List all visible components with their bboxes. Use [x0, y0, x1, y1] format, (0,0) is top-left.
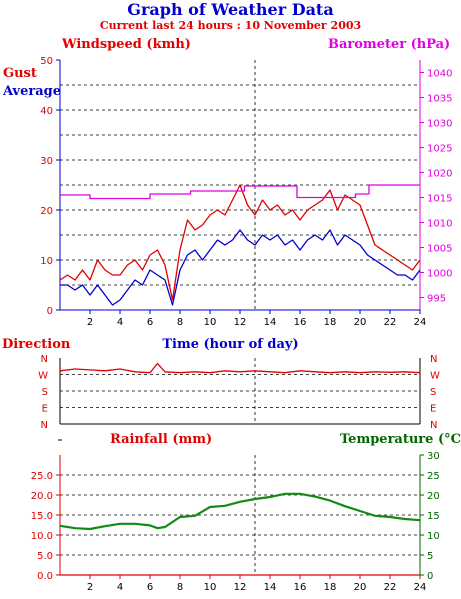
windspeed-label: Windspeed (kmh) — [62, 37, 191, 52]
rain-y-tick-label: 10.0 — [31, 531, 53, 542]
wind-y-tick-label: 0 — [47, 306, 53, 317]
wind-y-tick-label: 20 — [40, 206, 53, 217]
rain-x-tick-label: 6 — [147, 582, 153, 593]
rain-x-tick-label: 24 — [414, 582, 427, 593]
direction-right-label: S — [430, 387, 436, 398]
series-barometer — [60, 184, 420, 200]
wind-y-tick-label: 40 — [40, 106, 53, 117]
temp-y-tick-label: 15 — [427, 511, 440, 522]
rain-x-tick-label: 22 — [384, 582, 397, 593]
direction-right-label: N — [430, 354, 437, 365]
wind-x-tick-label: 24 — [414, 317, 427, 328]
rain-y-tick-label: 5.0 — [37, 551, 53, 562]
direction-left-label: N — [41, 354, 48, 365]
direction-left-label: E — [42, 404, 48, 415]
wind-x-tick-label: 10 — [204, 317, 217, 328]
wind-x-tick-label: 16 — [294, 317, 307, 328]
direction-left-label: S — [42, 387, 48, 398]
direction-label: Direction — [2, 337, 71, 352]
wind-x-tick-label: 22 — [384, 317, 397, 328]
average-legend: Average — [3, 84, 62, 99]
temperature-label: Temperature (°C) — [340, 432, 461, 447]
pressure-y-tick-label: 1010 — [427, 219, 452, 230]
wind-x-tick-label: 2 — [87, 317, 93, 328]
pressure-y-tick-label: 1035 — [427, 94, 452, 105]
pressure-y-tick-label: 1020 — [427, 169, 452, 180]
rain-x-tick-label: 12 — [234, 582, 247, 593]
direction-right-label: N — [430, 420, 437, 431]
pressure-y-tick-label: 1015 — [427, 194, 452, 205]
rain-x-tick-label: 8 — [177, 582, 183, 593]
wind-x-tick-label: 12 — [234, 317, 247, 328]
rain-x-tick-label: 14 — [264, 582, 277, 593]
rain-x-tick-label: 10 — [204, 582, 217, 593]
series-temperature — [59, 492, 421, 531]
temp-y-tick-label: 30 — [427, 451, 440, 462]
direction-left-label: W — [38, 371, 48, 382]
pressure-y-tick-label: 1025 — [427, 144, 452, 155]
pressure-y-tick-label: 1005 — [427, 244, 452, 255]
rainfall-label: Rainfall (mm) — [110, 432, 213, 447]
wind-x-tick-label: 8 — [177, 317, 183, 328]
direction-right-label: E — [430, 404, 436, 415]
rain-y-tick-label: 20.0 — [31, 491, 53, 502]
temp-y-tick-label: 0 — [427, 571, 433, 582]
rain-x-tick-label: 4 — [117, 582, 123, 593]
wind-y-tick-label: 50 — [40, 56, 53, 67]
temp-y-tick-label: 25 — [427, 471, 440, 482]
pressure-y-tick-label: 1000 — [427, 269, 452, 280]
rain-x-tick-label: 2 — [87, 582, 93, 593]
pressure-y-tick-label: 995 — [427, 294, 446, 305]
temperature-label-text: Temperature — [340, 432, 434, 447]
series-direction — [59, 362, 421, 374]
rain-y-tick-label: 0.0 — [37, 571, 53, 582]
series-average — [60, 229, 421, 306]
rain-x-tick-label: 18 — [324, 582, 337, 593]
gust-legend: Gust — [3, 66, 37, 81]
time-axis-label: Time (hour of day) — [162, 337, 299, 352]
series-gust — [59, 184, 421, 301]
rain-y-tick-label: 25.0 — [31, 471, 53, 482]
temp-y-tick-label: 20 — [427, 491, 440, 502]
temp-y-tick-label: 10 — [427, 531, 440, 542]
wind-x-tick-label: 20 — [354, 317, 367, 328]
wind-x-tick-label: 14 — [264, 317, 277, 328]
direction-left-label: N — [41, 420, 48, 431]
wind-y-tick-label: 30 — [40, 156, 53, 167]
temperature-unit: (°C) — [437, 432, 461, 447]
chart-title: Graph of Weather Data — [127, 0, 334, 19]
pressure-y-tick-label: 1040 — [427, 69, 452, 80]
wind-x-tick-label: 4 — [117, 317, 123, 328]
direction-right-label: W — [430, 371, 440, 382]
wind-y-tick-label: 10 — [40, 256, 53, 267]
temp-y-tick-label: 5 — [427, 551, 433, 562]
barometer-label: Barometer (hPa) — [328, 37, 451, 52]
rain-x-tick-label: 16 — [294, 582, 307, 593]
wind-x-tick-label: 18 — [324, 317, 337, 328]
pressure-y-tick-label: 1030 — [427, 119, 452, 130]
wind-x-tick-label: 6 — [147, 317, 153, 328]
rain-x-tick-label: 20 — [354, 582, 367, 593]
rain-y-tick-label: 15.0 — [31, 511, 53, 522]
chart-subtitle: Current last 24 hours : 10 November 2003 — [99, 19, 362, 32]
